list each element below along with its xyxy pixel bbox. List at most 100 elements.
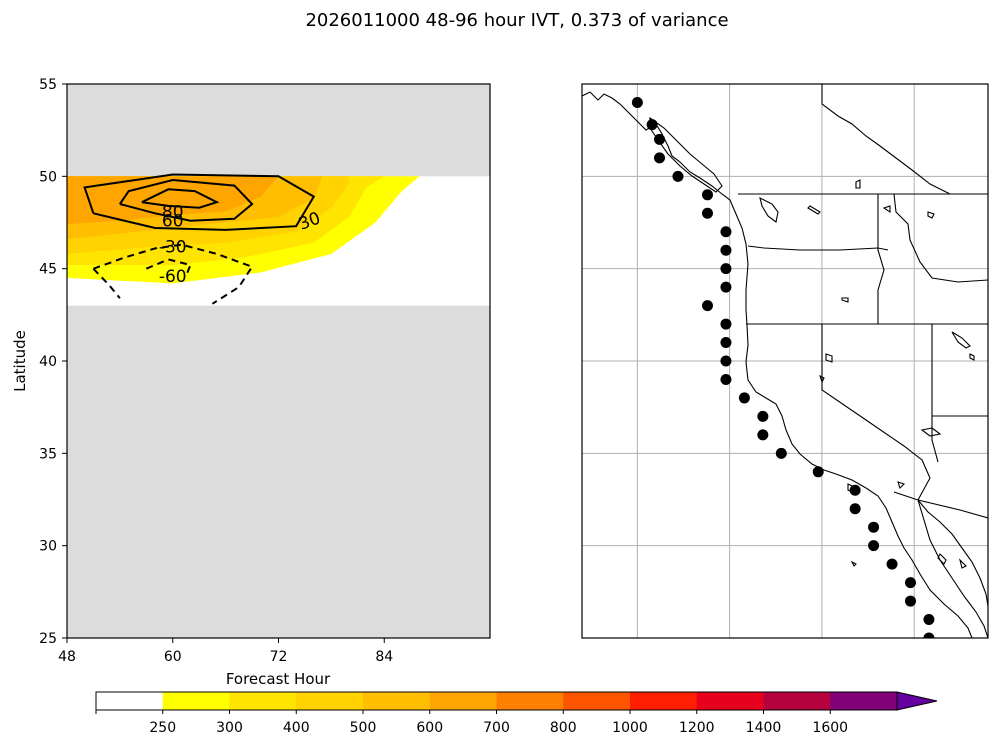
- border-wa-or: [747, 245, 889, 251]
- vancouver-island: [649, 116, 723, 193]
- y-tick-label: 55: [39, 77, 57, 93]
- station-marker: [720, 337, 732, 349]
- station-marker: [720, 281, 732, 293]
- small-island: [855, 179, 861, 189]
- colorbar-cell: [296, 692, 364, 710]
- y-tick-label: 30: [39, 539, 57, 555]
- colorbar-tick-label: 1200: [679, 720, 715, 736]
- contour-line-30: [83, 173, 316, 231]
- x-tick-label: 60: [164, 649, 182, 665]
- colorbar-tick-label: 1000: [612, 720, 648, 736]
- x-tick-label: 84: [375, 649, 393, 665]
- small-island: [937, 553, 947, 565]
- y-axis-label: Latitude: [11, 330, 29, 392]
- station-marker: [849, 484, 861, 496]
- masked-region: [67, 84, 490, 177]
- station-marker: [868, 540, 880, 552]
- colorbar-cell: [162, 692, 230, 710]
- station-marker: [757, 429, 769, 441]
- small-island: [850, 560, 857, 567]
- colorbar-tick-label: 400: [283, 720, 310, 736]
- small-island: [958, 558, 967, 569]
- colorbar-cell: [830, 692, 898, 710]
- colorbar-cells: [95, 691, 938, 711]
- figure-title: 2026011000 48-96 hour IVT, 0.373 of vari…: [305, 10, 728, 31]
- station-marker: [720, 263, 732, 275]
- contour-line--60: [145, 258, 192, 277]
- station-marker: [923, 614, 935, 626]
- small-lake: [897, 481, 906, 490]
- small-lake: [841, 297, 849, 303]
- ivt-band-600: [67, 176, 279, 225]
- small-lake: [819, 374, 825, 384]
- station-marker: [775, 447, 787, 459]
- station-marker: [868, 521, 880, 533]
- station-marker: [701, 189, 713, 201]
- station-marker: [849, 503, 861, 515]
- colorbar-tick-label: 500: [350, 720, 377, 736]
- contour-line-60: [119, 178, 254, 222]
- colorbar-tick-label: 1400: [746, 720, 782, 736]
- small-island: [882, 205, 891, 214]
- contour-line--30: [93, 243, 254, 305]
- contour-label: 60: [162, 212, 184, 232]
- colorbar-tick-label: 600: [416, 720, 443, 736]
- border-ca-nv: [821, 324, 931, 501]
- colorbar: 250 300 400 500 600 700 800 1000 1200 1400 1600: [95, 691, 938, 736]
- station-marker: [701, 300, 713, 312]
- station-marker: [812, 466, 824, 478]
- contour-label: -30: [159, 238, 187, 258]
- colorbar-cell: [630, 692, 698, 710]
- station-marker: [923, 632, 935, 638]
- contour-lines: [83, 173, 316, 305]
- y-tick-label: 35: [39, 446, 57, 462]
- x-tick-label: 72: [270, 649, 288, 665]
- station-marker: [738, 392, 750, 404]
- border-az: [931, 416, 939, 463]
- colorbar-tick-label: 1600: [812, 720, 848, 736]
- station-marker: [904, 577, 916, 589]
- west-coast-map-panel: [581, 83, 989, 639]
- station-marker: [672, 170, 684, 182]
- colorbar-tick-label: 300: [216, 720, 243, 736]
- small-lake: [969, 353, 975, 361]
- masked-regions: [67, 84, 490, 638]
- colorbar-ticks: 250 300 400 500 600 700 800 1000 1200 1400 1600: [95, 710, 848, 736]
- border-id-mt: [893, 193, 988, 283]
- x-axis-label: Forecast Hour: [226, 670, 331, 688]
- station-marker: [654, 152, 666, 164]
- station-marker: [646, 119, 658, 131]
- station-marker: [720, 355, 732, 367]
- colorbar-cell: [563, 692, 631, 710]
- colorbar-cell: [763, 692, 831, 710]
- x-tick-label: 48: [58, 649, 76, 665]
- colorbar-cell: [229, 692, 297, 710]
- right-axes-frame: [581, 83, 989, 639]
- contour-label: 80: [162, 202, 184, 222]
- y-axis-ticks: 25 30 35 40 45 50 55: [39, 77, 67, 647]
- station-marker: [886, 558, 898, 570]
- y-tick-label: 40: [39, 354, 57, 370]
- colorbar-tick-label: 800: [550, 720, 577, 736]
- small-lake: [825, 353, 833, 363]
- station-marker: [654, 133, 666, 145]
- border-us-mexico: [893, 491, 988, 519]
- small-lake: [920, 427, 942, 437]
- contour-label: -60: [159, 267, 187, 287]
- small-lake: [807, 205, 821, 215]
- baja-california: [917, 499, 988, 638]
- map-boundaries: [582, 84, 988, 638]
- station-marker: [720, 318, 732, 330]
- contour-line-80: [141, 188, 220, 209]
- colorbar-tick-label: 700: [483, 720, 510, 736]
- station-marker: [720, 244, 732, 256]
- station-marker: [720, 373, 732, 385]
- colorbar-cell: [496, 692, 564, 710]
- colorbar-cell: [96, 692, 164, 710]
- y-tick-label: 50: [39, 169, 57, 185]
- colorbar-cell: [429, 692, 497, 710]
- colorbar-cell: [696, 692, 764, 710]
- station-marker: [904, 595, 916, 607]
